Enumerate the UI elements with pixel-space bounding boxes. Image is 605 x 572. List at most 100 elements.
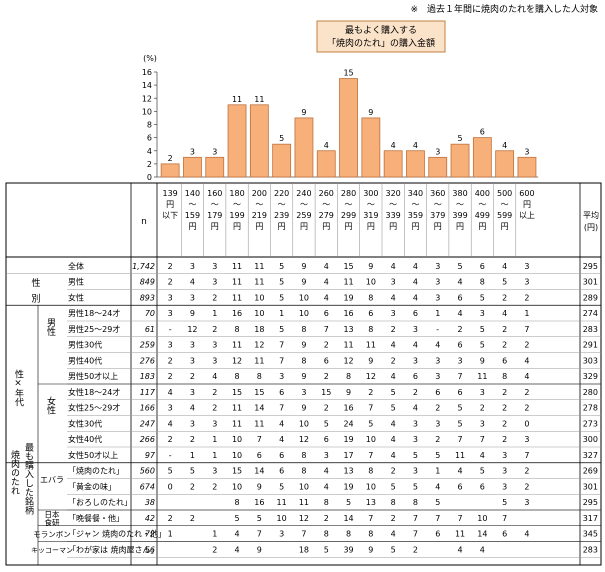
cell-value: 2 bbox=[502, 341, 507, 350]
cell-value: 8 bbox=[301, 451, 306, 460]
cell-value: 5 bbox=[324, 545, 329, 554]
cell-value: 4 bbox=[502, 309, 507, 318]
col-header-1: 139 bbox=[163, 189, 178, 198]
cell-value: 7 bbox=[279, 356, 284, 365]
cell-value: 8 bbox=[413, 498, 418, 507]
cell-value: 2 bbox=[168, 262, 173, 271]
cell-value: 11 bbox=[254, 262, 264, 271]
cell-value: 7 bbox=[458, 372, 463, 381]
row-label: 女性25～29才 bbox=[68, 403, 120, 413]
cell-value: 3 bbox=[212, 419, 217, 428]
row-avg: 317 bbox=[583, 514, 598, 523]
cell-value: 9 bbox=[368, 545, 373, 554]
col-header-11: 339 bbox=[386, 211, 401, 220]
cell-value: 14 bbox=[477, 530, 487, 539]
cell-value: 10 bbox=[366, 278, 376, 287]
row-label: 女性30代 bbox=[68, 418, 102, 428]
cell-value: 7 bbox=[524, 325, 529, 334]
cell-value: 10 bbox=[477, 514, 487, 523]
col-header-17: 600 bbox=[519, 189, 534, 198]
col-header-7: ～ bbox=[300, 200, 308, 209]
bar-data-label: 11 bbox=[232, 95, 242, 104]
bar-6 bbox=[272, 143, 292, 178]
cell-value: 3 bbox=[168, 341, 173, 350]
bar-data-label: 3 bbox=[212, 147, 217, 156]
row-avg: 289 bbox=[583, 293, 598, 302]
cell-value: 13 bbox=[343, 325, 353, 334]
cell-value: 5 bbox=[324, 419, 329, 428]
row-avg: 274 bbox=[583, 309, 598, 318]
group-label-brand-b: 最も購入した銘柄 bbox=[23, 443, 34, 516]
maker-label-nihon-shokken-1: 日本 bbox=[45, 509, 60, 519]
row-label: 男性18～24才 bbox=[68, 308, 120, 318]
maker-label-nihon-shokken-2: 食研 bbox=[45, 517, 60, 527]
row-n: 56 bbox=[145, 545, 155, 554]
cell-value: 7 bbox=[324, 325, 329, 334]
row-label: 女性40代 bbox=[68, 434, 102, 444]
cell-value: 16 bbox=[343, 309, 353, 318]
cell-value: 12 bbox=[187, 325, 197, 334]
bar-13 bbox=[428, 156, 448, 178]
cell-value: 5 bbox=[279, 482, 284, 491]
cell-value: 5 bbox=[413, 482, 418, 491]
cell-value: 9 bbox=[368, 262, 373, 271]
bar-data-label: 2 bbox=[168, 154, 173, 163]
cell-value: 4 bbox=[391, 451, 396, 460]
cell-value: 12 bbox=[299, 435, 309, 444]
group-label-male: 男性 bbox=[45, 318, 56, 337]
row-n: 61 bbox=[145, 325, 155, 334]
cell-value: 10 bbox=[232, 482, 242, 491]
cell-value: 9 bbox=[190, 309, 195, 318]
col-header-16: 599 bbox=[497, 211, 512, 220]
cell-value: 2 bbox=[524, 341, 529, 350]
col-header-4: 199 bbox=[229, 211, 244, 220]
cell-value: 16 bbox=[254, 498, 264, 507]
col-header-15: ～ bbox=[478, 200, 486, 209]
row-label: 「わが家は 焼肉屋さん」 bbox=[68, 544, 159, 554]
row-avg: 329 bbox=[583, 372, 598, 381]
row-n: 893 bbox=[140, 293, 155, 302]
cell-value: 8 bbox=[346, 372, 351, 381]
bar-11 bbox=[383, 150, 403, 178]
cell-value: 2 bbox=[212, 293, 217, 302]
cell-value: 6 bbox=[324, 309, 329, 318]
cell-value: 2 bbox=[212, 404, 217, 413]
col-header-16: ～ bbox=[501, 200, 509, 209]
col-header-5: 200 bbox=[252, 189, 267, 198]
cell-value: 6 bbox=[480, 262, 485, 271]
cell-value: 2 bbox=[324, 514, 329, 523]
cell-value: 2 bbox=[212, 482, 217, 491]
cell-value: 4 bbox=[235, 545, 240, 554]
cell-value: 7 bbox=[301, 530, 306, 539]
cell-value: 24 bbox=[343, 419, 353, 428]
cell-value: 8 bbox=[502, 372, 507, 381]
cell-value: 4 bbox=[413, 278, 418, 287]
cell-value: 2 bbox=[502, 293, 507, 302]
cell-value: 13 bbox=[366, 498, 376, 507]
y-tick-label: 4 bbox=[147, 147, 152, 156]
bar-9 bbox=[339, 78, 358, 178]
y-tick-label: 6 bbox=[147, 134, 152, 143]
row-avg: 327 bbox=[583, 451, 598, 460]
cell-value: 3 bbox=[413, 419, 418, 428]
cell-value: 3 bbox=[502, 467, 507, 476]
group-label-female: 女性 bbox=[45, 396, 56, 416]
cell-value: 2 bbox=[324, 341, 329, 350]
cell-value: 8 bbox=[301, 325, 306, 334]
row-label: 男性50才以上 bbox=[68, 371, 118, 381]
survey-note: ※ 過去１年間に焼肉のたれを購入した人対象 bbox=[410, 3, 598, 15]
cell-value: 3 bbox=[324, 451, 329, 460]
cell-value: 2 bbox=[212, 388, 217, 397]
row-avg: 303 bbox=[583, 356, 598, 365]
row-avg: 300 bbox=[583, 435, 598, 444]
col-header-17: 以上 bbox=[519, 211, 535, 220]
cell-value: 10 bbox=[366, 435, 376, 444]
cell-value: 5 bbox=[391, 388, 396, 397]
cell-value: 6 bbox=[413, 372, 418, 381]
col-header-11: 円 bbox=[389, 222, 397, 231]
cell-value: 10 bbox=[299, 293, 309, 302]
cell-value: 7 bbox=[368, 514, 373, 523]
cell-value: 4 bbox=[458, 467, 463, 476]
cell-value: 4 bbox=[190, 404, 195, 413]
cell-value: 6 bbox=[502, 356, 507, 365]
